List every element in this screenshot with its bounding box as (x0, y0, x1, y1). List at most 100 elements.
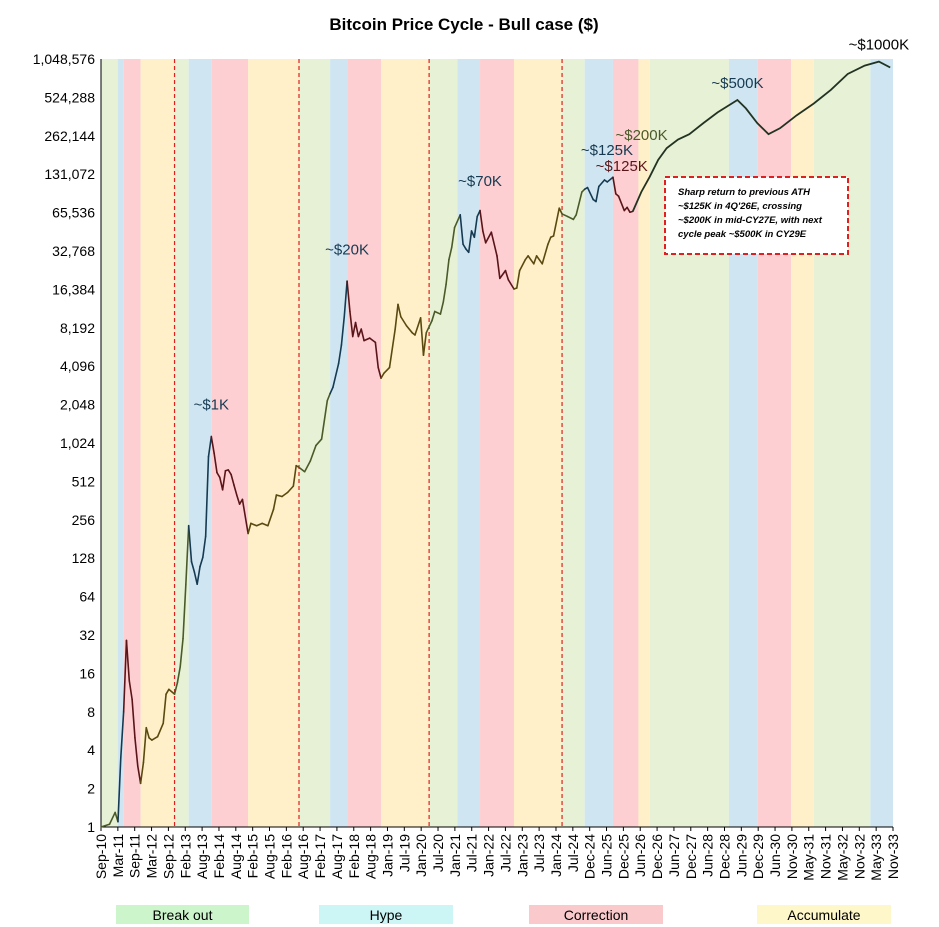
phase-band-correction (480, 59, 514, 827)
price-segment (383, 366, 391, 375)
price-segment (108, 811, 116, 826)
x-tick-label: Dec-24 (582, 834, 598, 879)
price-segment (120, 710, 125, 759)
price-segment (176, 666, 181, 684)
price-segment (598, 179, 606, 188)
phase-bands (101, 59, 893, 827)
price-segment (187, 524, 193, 563)
price-segment (139, 761, 145, 785)
price-segment (156, 722, 165, 738)
price-segment (351, 321, 357, 338)
price-segment (343, 280, 348, 318)
price-segment (572, 213, 578, 221)
phase-band-accumulate (638, 59, 650, 827)
price-segment (394, 303, 399, 330)
price-segment (612, 176, 617, 195)
x-tick-label: Feb-13 (177, 834, 193, 879)
x-tick-label: Jun-28 (700, 834, 716, 877)
price-segment (363, 337, 371, 342)
price-segment (499, 269, 507, 280)
price-segment (575, 191, 583, 216)
x-tick-label: Mar-12 (144, 834, 160, 879)
peak-annotation: ~$200K (615, 127, 667, 144)
phase-band-break-out (562, 59, 585, 827)
price-segment (354, 321, 360, 338)
price-segment (397, 303, 402, 318)
price-segment (272, 494, 278, 510)
price-segment (250, 522, 258, 527)
price-segment (196, 565, 201, 586)
price-segment (504, 269, 510, 281)
y-tick-label: 1,024 (60, 435, 95, 451)
phase-band-break-out (649, 59, 729, 827)
price-segment (425, 319, 433, 334)
price-segment (561, 213, 569, 218)
price-segment (518, 258, 527, 272)
phase-band-correction (123, 59, 141, 827)
price-segment (332, 362, 340, 389)
halving-lines (173, 59, 563, 827)
x-tick-label: Nov-30 (784, 834, 800, 879)
price-segment (337, 344, 343, 365)
peak-annotation: ~$125K (581, 142, 633, 159)
phase-band-hype (117, 59, 124, 827)
y-tick-label: 262,144 (44, 128, 95, 144)
price-segment (377, 366, 382, 379)
price-segment (442, 283, 447, 304)
price-segment (433, 310, 442, 315)
price-segment (467, 230, 473, 254)
x-tick-label: May-32 (834, 834, 850, 881)
price-segment (422, 331, 428, 356)
price-segment (134, 737, 139, 767)
price-segment (482, 230, 487, 244)
price-segment (606, 176, 614, 183)
price-segment (320, 399, 329, 440)
phase-band-correction (347, 59, 382, 827)
x-tick-label: Feb-17 (312, 834, 328, 879)
price-segment (204, 455, 210, 538)
y-tick-label: 65,536 (52, 205, 95, 221)
y-tick-label: 64 (79, 589, 95, 605)
price-segment (267, 508, 275, 527)
price-segment (380, 372, 385, 379)
price-segment (473, 215, 479, 239)
x-tick-labels: Sep-10 Mar-11 Sep-11 Mar-12 Sep-12 Feb-13 Aug-… (93, 827, 901, 881)
x-tick-label: Dec-25 (615, 834, 631, 879)
x-tick-label: Sep-12 (160, 834, 176, 879)
phase-band-correction (612, 59, 639, 827)
x-tick-label: Jun-30 (767, 834, 783, 877)
x-tick-label: Jul-22 (497, 834, 513, 872)
x-tick-label: Jun-29 (733, 834, 749, 877)
y-tick-label: 1,048,576 (33, 51, 95, 67)
price-segment (286, 485, 295, 494)
price-segment (484, 231, 493, 244)
price-segment (547, 236, 552, 246)
x-tick-label: Dec-27 (683, 834, 699, 879)
x-tick-label: Dec-28 (716, 834, 732, 879)
callout-line-4: cycle peak ~$500K in CY29E (678, 229, 807, 240)
price-segment (199, 556, 204, 568)
x-tick-label: Jan-23 (514, 834, 530, 877)
price-segment (162, 693, 167, 725)
y-tick-label: 32 (79, 627, 95, 643)
phase-band-correction (757, 59, 792, 827)
x-tick-label: Aug-17 (329, 834, 345, 879)
axes (100, 59, 893, 828)
price-segment (360, 328, 365, 342)
price-segment (142, 726, 148, 764)
price-lines (100, 60, 891, 828)
legend-break-out: Break out (116, 905, 249, 924)
legend-correction: Correction (529, 905, 663, 924)
phase-band-hype (330, 59, 348, 827)
price-segment (190, 560, 196, 573)
x-tick-label: Aug-14 (228, 834, 244, 879)
x-tick-label: May-31 (801, 834, 817, 881)
x-tick-label: Jul-19 (396, 834, 412, 872)
price-segment (414, 317, 422, 336)
x-tick-label: Aug-13 (194, 834, 210, 879)
callout-line-3: ~$200K in mid-CY27E, with next (678, 215, 823, 226)
x-tick-label: Feb-14 (211, 834, 227, 879)
price-segment (552, 207, 561, 237)
x-tick-label: Jan-19 (379, 834, 395, 877)
x-tick-label: Jul-23 (531, 834, 547, 872)
